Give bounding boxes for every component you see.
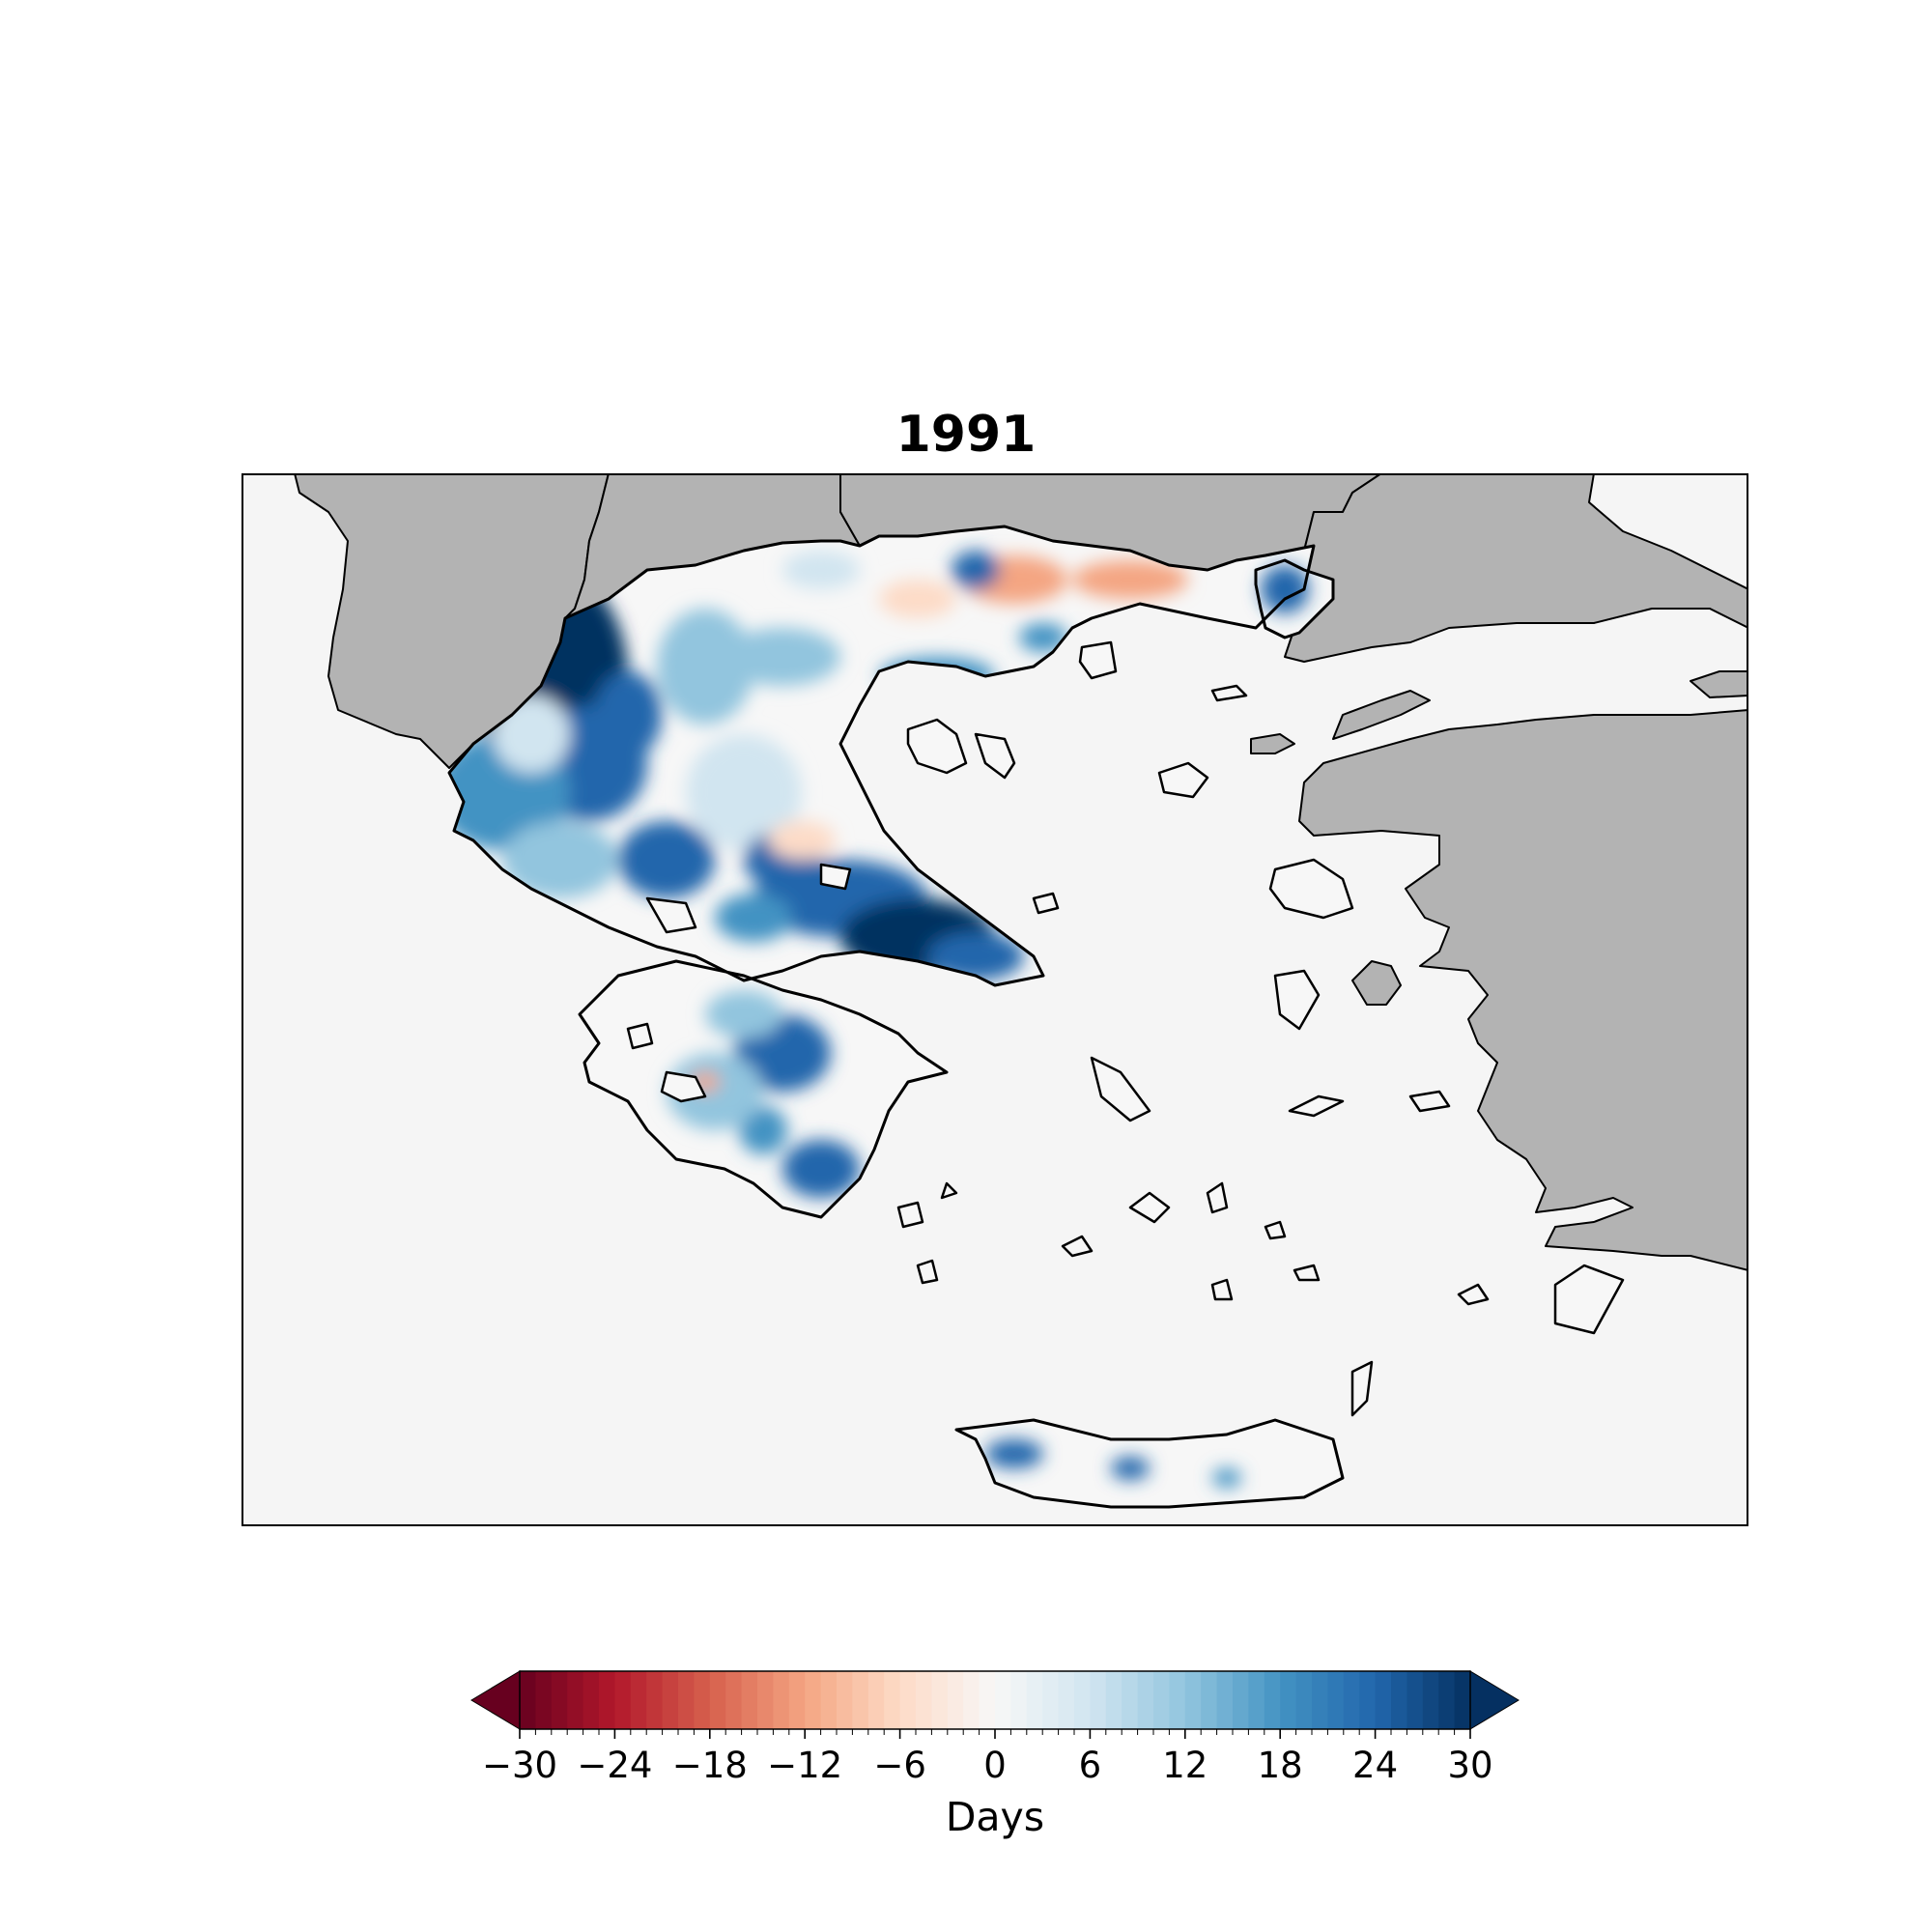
colorbar-bin (1233, 1671, 1249, 1729)
colorbar-bin (1264, 1671, 1281, 1729)
colorbar-bin (916, 1671, 932, 1729)
colorbar-bin (741, 1671, 758, 1729)
colorbar-bin (1359, 1671, 1377, 1729)
colorbar-bin (757, 1671, 774, 1729)
colorbar-bin (567, 1671, 584, 1729)
colorbar-bin (979, 1671, 996, 1729)
colorbar-bin (1201, 1671, 1218, 1729)
colorbar-bin (1327, 1671, 1345, 1729)
colorbar-bin (1090, 1671, 1107, 1729)
colorbar-extend-low (470, 1670, 521, 1730)
colorbar-bin (709, 1671, 726, 1729)
colorbar-bin (773, 1671, 790, 1729)
colorbar-bin (551, 1671, 568, 1729)
colorbar-bin (1454, 1671, 1471, 1729)
colorbar-bin (947, 1671, 964, 1729)
colorbar-bins (520, 1671, 1471, 1729)
colorbar-bin (995, 1671, 1011, 1729)
colorbar-bin (1010, 1671, 1028, 1729)
colorbar-tick-label: 30 (1447, 1745, 1492, 1786)
colorbar-bin (788, 1671, 806, 1729)
colorbar-bin (867, 1671, 885, 1729)
colorbar-tick-label: −18 (672, 1745, 748, 1786)
colorbar-ticks: −30 −24 −18 −12 −6 0 6 12 18 24 30 (482, 1729, 1493, 1786)
colorbar-bin (1105, 1671, 1122, 1729)
colorbar-bin (1058, 1671, 1075, 1729)
colorbar-tick-label: 18 (1258, 1745, 1303, 1786)
colorbar-bin (614, 1671, 632, 1729)
colorbar-bin (899, 1671, 917, 1729)
colorbar-bin (1438, 1671, 1456, 1729)
map-frame (242, 473, 1748, 1526)
colorbar-bin (1406, 1671, 1424, 1729)
colorbar-bin (931, 1671, 949, 1729)
colorbar-bin (820, 1671, 838, 1729)
colorbar-bin (1122, 1671, 1139, 1729)
colorbar-bin (1026, 1671, 1043, 1729)
colorbar-bin (1312, 1671, 1328, 1729)
colorbar-tick-label: −6 (873, 1745, 926, 1786)
colorbar: −30 −24 −18 −12 −6 0 6 12 18 24 30 Days (470, 1670, 1520, 1840)
colorbar-bin (599, 1671, 615, 1729)
colorbar-bin (678, 1671, 695, 1729)
colorbar-tick-label: −12 (767, 1745, 842, 1786)
colorbar-tick-label: 6 (1079, 1745, 1102, 1786)
colorbar-bin (852, 1671, 869, 1729)
colorbar-bin (1042, 1671, 1060, 1729)
colorbar-bin (1375, 1671, 1392, 1729)
colorbar-bin (805, 1671, 822, 1729)
colorbar-bin (662, 1671, 679, 1729)
greek-coastline (447, 525, 1345, 1509)
colorbar-bin (1184, 1671, 1202, 1729)
colorbar-bin (1391, 1671, 1407, 1729)
colorbar-bin (1343, 1671, 1360, 1729)
colorbar-bin (1295, 1671, 1313, 1729)
colorbar-bin (694, 1671, 711, 1729)
colorbar-label: Days (946, 1794, 1044, 1840)
map-title: 1991 (895, 406, 1037, 464)
colorbar-bin (1216, 1671, 1234, 1729)
colorbar-bin (884, 1671, 901, 1729)
colorbar-bin (1280, 1671, 1297, 1729)
colorbar-bin (1137, 1671, 1154, 1729)
colorbar-bin (1153, 1671, 1170, 1729)
colorbar-tick-label: 24 (1352, 1745, 1398, 1786)
colorbar-bin (1248, 1671, 1265, 1729)
colorbar-tick-label: −30 (482, 1745, 557, 1786)
colorbar-bin (630, 1671, 647, 1729)
colorbar-bin (963, 1671, 980, 1729)
colorbar-tick-label: 0 (983, 1745, 1007, 1786)
colorbar-bin (725, 1671, 743, 1729)
islands (626, 640, 1625, 1417)
colorbar-bin (535, 1671, 553, 1729)
colorbar-bin (520, 1671, 536, 1729)
colorbar-bin (837, 1671, 853, 1729)
colorbar-tick-label: 12 (1162, 1745, 1208, 1786)
colorbar-tick-label: −24 (577, 1745, 652, 1786)
colorbar-bin (1422, 1671, 1439, 1729)
colorbar-bin (646, 1671, 664, 1729)
colorbar-bin (1074, 1671, 1091, 1729)
colorbar-extend-high (1469, 1670, 1520, 1730)
colorbar-bin (1169, 1671, 1186, 1729)
colorbar-bin (582, 1671, 600, 1729)
neighbouring-land (294, 473, 1748, 1271)
map-panel (242, 473, 1748, 1526)
